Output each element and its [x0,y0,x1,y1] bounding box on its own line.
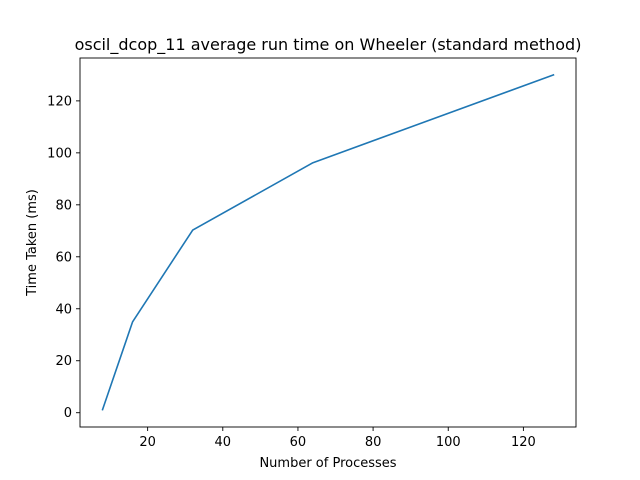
x-tick-label: 20 [139,435,156,450]
x-tick-label: 100 [436,435,461,450]
x-tick-label: 120 [511,435,536,450]
x-axis-label: Number of Processes [259,456,396,471]
plot-area-frame [79,57,577,428]
x-tick-label: 60 [290,435,307,450]
y-axis-label: Time Taken (ms) [25,189,40,297]
y-tick-label: 60 [55,250,72,265]
series-layer [101,73,555,411]
y-tick-label: 80 [55,198,72,213]
x-tick-label: 40 [215,435,232,450]
y-tick-label: 20 [55,354,72,369]
x-tick-label: 80 [365,435,382,450]
y-axis-ticks: 0 20 40 60 80 100 120 [47,94,80,421]
y-tick-label: 120 [47,94,72,109]
x-axis-ticks: 20 40 60 80 100 120 [139,427,536,450]
series-line [101,73,555,411]
y-tick-label: 0 [64,406,72,421]
y-tick-label: 40 [55,302,72,317]
chart-title: oscil_dcop_11 average run time on Wheele… [75,35,582,55]
y-tick-label: 100 [47,146,72,161]
